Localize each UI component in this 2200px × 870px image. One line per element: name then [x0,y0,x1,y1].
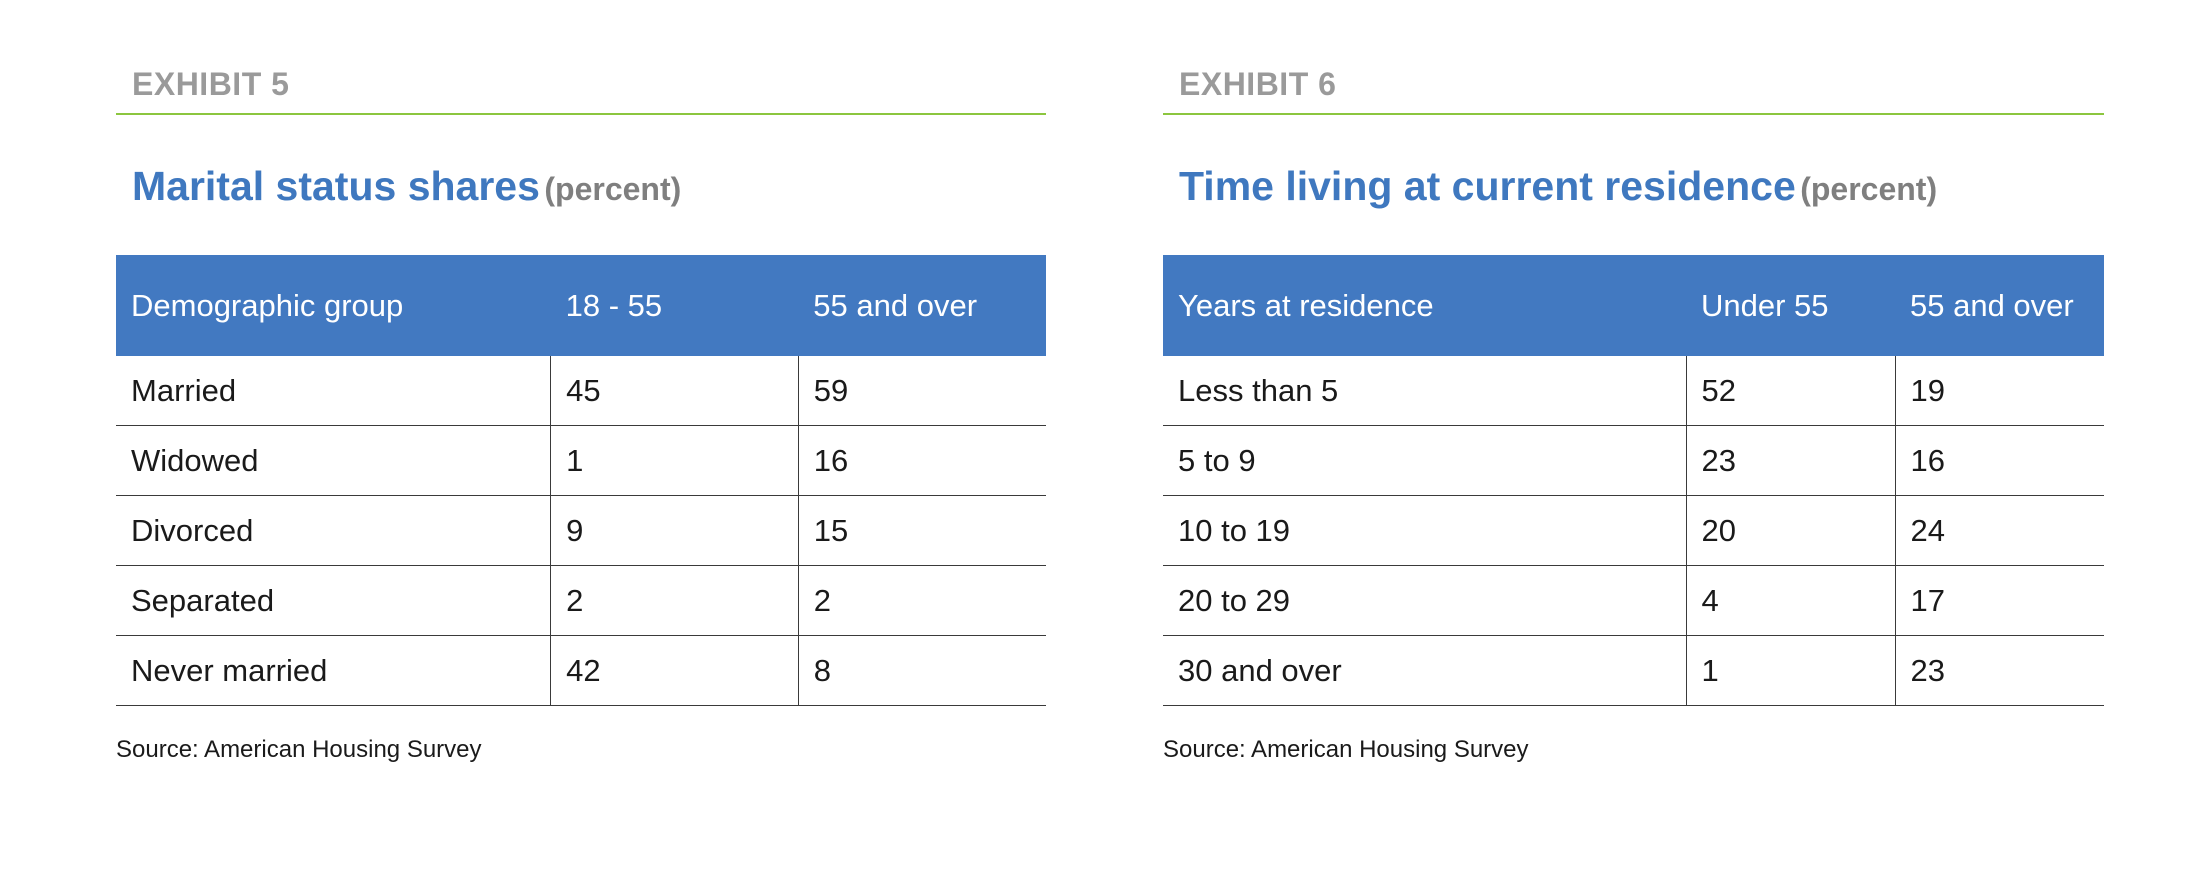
table-cell: Married [116,356,551,426]
table-cell: 52 [1685,356,1895,426]
title-text: Marital status shares [132,163,540,209]
table-cell: 42 [550,635,799,706]
exhibit-label: EXHIBIT 6 [1179,66,1337,102]
table-cell: 2 [550,565,799,636]
table-cell: Divorced [116,495,551,566]
divider-rule [116,113,1046,115]
table-row: Separated 2 2 [116,565,1046,636]
exhibit-title: Marital status shares (percent) [132,163,681,210]
source-note: Source: American Housing Survey [1163,736,1529,763]
table-cell: 30 and over [1163,635,1686,706]
column-header: 18 - 55 [550,255,799,356]
title-text: Time living at current residence [1179,163,1796,209]
table-cell: 15 [797,495,1046,566]
residence-time-table: Years at residence Under 55 55 and over … [1163,255,2104,706]
table-cell: 23 [1685,425,1895,496]
column-header: Years at residence [1163,255,1686,356]
table-cell: 24 [1894,495,2104,566]
table-cell: 20 [1685,495,1895,566]
table-cell: Widowed [116,425,551,496]
table-cell: Less than 5 [1163,356,1686,426]
table-cell: 1 [1685,635,1895,706]
table-row: 20 to 29 4 17 [1163,565,2104,636]
table-cell: 19 [1894,356,2104,426]
source-note: Source: American Housing Survey [116,736,482,763]
table-cell: 45 [550,356,799,426]
divider-rule [1163,113,2104,115]
table-cell: 4 [1685,565,1895,636]
table-cell: 2 [797,565,1046,636]
table-cell: 8 [797,635,1046,706]
table-header-row: Demographic group 18 - 55 55 and over [116,255,1046,356]
column-header: Demographic group [116,255,551,356]
table-cell: 23 [1894,635,2104,706]
column-header: 55 and over [798,255,1046,356]
table-row: Married 45 59 [116,356,1046,426]
table-cell: 1 [550,425,799,496]
table-row: Less than 5 52 19 [1163,356,2104,426]
exhibit-label: EXHIBIT 5 [132,66,290,102]
table-cell: 59 [797,356,1046,426]
table-row: 5 to 9 23 16 [1163,425,2104,496]
exhibit-title: Time living at current residence (percen… [1179,163,1937,210]
table-row: 30 and over 1 23 [1163,635,2104,706]
column-header: 55 and over [1895,255,2104,356]
table-cell: 16 [1894,425,2104,496]
table-header-row: Years at residence Under 55 55 and over [1163,255,2104,356]
title-unit: (percent) [544,171,682,207]
table-cell: Separated [116,565,551,636]
table-cell: Never married [116,635,551,706]
table-cell: 10 to 19 [1163,495,1686,566]
marital-status-table: Demographic group 18 - 55 55 and over Ma… [116,255,1046,706]
table-cell: 9 [550,495,799,566]
table-row: 10 to 19 20 24 [1163,495,2104,566]
table-cell: 16 [797,425,1046,496]
column-header: Under 55 [1686,255,1895,356]
table-row: Never married 42 8 [116,635,1046,706]
table-cell: 20 to 29 [1163,565,1686,636]
table-row: Widowed 1 16 [116,425,1046,496]
table-cell: 5 to 9 [1163,425,1686,496]
table-cell: 17 [1894,565,2104,636]
table-row: Divorced 9 15 [116,495,1046,566]
title-unit: (percent) [1800,171,1938,207]
